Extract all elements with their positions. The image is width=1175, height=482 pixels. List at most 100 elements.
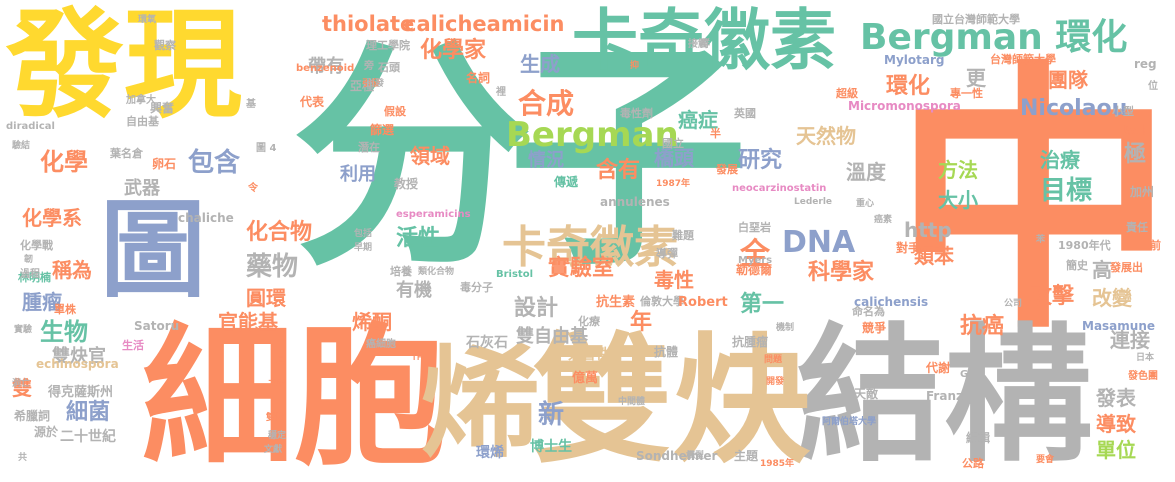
word-noun: 名詞: [466, 71, 491, 85]
word-limestone: 石灰石: [466, 335, 508, 351]
word-metabolism: 代謝: [926, 361, 951, 375]
word-synthesis: 合成: [518, 87, 575, 120]
word-weapon: 武器: [124, 178, 160, 199]
word-masamune: Masamune: [1082, 319, 1156, 333]
word-esperamicins: esperamicins: [396, 209, 471, 220]
word-bridgehead: 橋頭: [654, 146, 694, 170]
word-named-as: 命名為: [852, 305, 885, 318]
word-pebble: 卵石: [152, 157, 177, 171]
word-double: 雙: [12, 376, 32, 400]
word-diyne-functional: 雙炔官: [52, 346, 106, 367]
word-free-radical: 自由基: [126, 115, 159, 128]
word-calicheamicin: calicheamicin: [404, 12, 565, 36]
word-inhibit: 抑: [630, 61, 640, 71]
word-specificity: 專一性: [950, 87, 983, 100]
word-design: 設計: [514, 296, 559, 321]
word-do: 作: [412, 351, 422, 362]
word-california: 加州: [1130, 185, 1155, 199]
word-toxic-agent: 毒性劑: [620, 107, 653, 120]
word-literature: 文獻: [264, 445, 283, 455]
word-chemistry-dept: 化學系: [22, 206, 82, 230]
word-univ-alberta: 阿爾伯塔大學: [822, 417, 877, 427]
word-develop: 開發: [766, 377, 785, 387]
word-include: 包含: [188, 148, 241, 178]
word-scientist: 科學家: [808, 260, 875, 285]
word-compound-class: 類化合物: [418, 267, 455, 277]
word-calicheamicin-zh-1: 卡奇徽素: [572, 2, 836, 79]
word-high: 高: [1092, 258, 1112, 282]
word-satoru: Satoru: [134, 319, 180, 333]
word-biology: 生物: [40, 318, 88, 346]
word-bacteria: 細菌: [66, 400, 111, 425]
word-cause-small: 引發: [366, 79, 385, 89]
word-toxicity: 毒性: [654, 268, 694, 292]
word-london-univ: 倫敦大學: [640, 295, 684, 308]
word-reg: reg: [1134, 57, 1157, 71]
word-temperature: 溫度: [846, 160, 886, 184]
word-national: 國立: [662, 137, 684, 150]
word-toxic-molecule: 毒分子: [460, 281, 493, 294]
word-xi: 烯: [420, 335, 540, 474]
word-excited: 興奮: [150, 101, 175, 115]
word-contact: 接觸: [688, 39, 708, 50]
word-diyne-small: 雙炔: [266, 413, 285, 423]
word-tough: 韌: [24, 255, 34, 265]
word-laboratory: 實驗室: [548, 256, 615, 281]
word-target: 目標: [1040, 176, 1093, 206]
word-connect: 連接: [1110, 328, 1150, 352]
word-figure-4: 圖 4: [256, 143, 277, 154]
word-dna: DNA: [782, 225, 856, 260]
word-method: 方法: [938, 158, 978, 182]
word-calichensis: calichensis: [854, 295, 929, 309]
word-shuangque: 雙炔: [532, 320, 813, 482]
word-attract: 吸引: [1124, 123, 1146, 136]
word-use: 利用: [340, 164, 376, 185]
word-editor: 編輯: [966, 431, 991, 445]
word-franz: Franz: [926, 389, 963, 403]
word-configuration: 構型: [686, 451, 705, 461]
word-topic: 主題: [734, 449, 759, 463]
word-first: 第一: [740, 292, 785, 317]
word-canada: 加拿大: [126, 95, 156, 106]
word-lederle-zh: 勒德爾: [736, 263, 773, 277]
word-nicolaou: Nicolaou: [1020, 96, 1128, 121]
word-chalk: 白堊岩: [738, 221, 771, 234]
word-natural-product: 天然物: [796, 124, 856, 148]
word-highway: 公路: [962, 457, 984, 470]
word-have: 具: [276, 357, 286, 367]
word-cause: 導致: [1096, 412, 1136, 436]
word-benzenoid: benzenoid: [296, 63, 355, 74]
word-chaliche: chaliche: [178, 211, 234, 225]
word-all: 全: [740, 237, 770, 272]
word-twentieth-century: 二十世紀: [60, 429, 116, 445]
word-g: G: [960, 369, 969, 380]
word-neocarzinostatin: neocarzinostatin: [732, 183, 827, 194]
word-bergman-cyclization: Bergman 環化: [860, 17, 1128, 58]
word-missile: 導彈: [656, 247, 678, 260]
word-cancer: 癌症: [678, 108, 718, 132]
word-chemistry: 化學: [40, 148, 88, 176]
word-rival: 對手: [896, 241, 921, 255]
word-exp-result: 驗結: [12, 141, 31, 151]
word-develop-out: 發展出: [1110, 261, 1143, 274]
word-called: 稱為: [52, 258, 92, 282]
word-contain: 含有: [596, 158, 641, 183]
word-competition: 競爭: [862, 321, 887, 335]
word-center-of-gravity: 重心: [856, 199, 875, 209]
word-stable: 穩定: [268, 431, 287, 441]
word-represent: 代表: [300, 95, 325, 109]
word-zhong: 中: [893, 38, 1175, 367]
word-order: 令: [248, 183, 258, 194]
word-cycloalkene: 環烯: [476, 445, 504, 461]
word-stone: 石頭: [378, 61, 400, 74]
word-monoclonal: 單株: [54, 303, 76, 316]
word-must: 要會: [1036, 455, 1055, 465]
word-lin-ming-nan: 林明楠: [18, 271, 51, 284]
word-ye-ming-cang: 葉名倉: [110, 147, 143, 160]
word-robert: Robert: [678, 295, 728, 310]
word-cyclization: 環化: [886, 74, 931, 99]
word-thiolate: thiolate: [322, 12, 415, 36]
word-mylotarg: Mylotarg: [884, 53, 945, 67]
word-annulenes: annulenes: [600, 195, 670, 209]
word-subspecies: 亞種: [350, 79, 375, 93]
